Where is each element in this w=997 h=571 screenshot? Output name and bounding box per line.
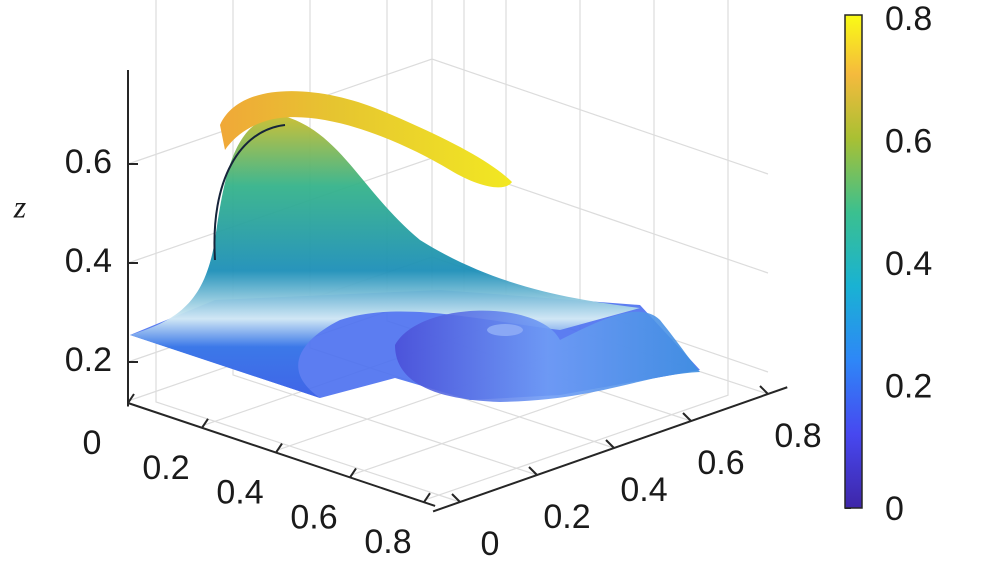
- colorbar-tick-label: 0.2: [885, 367, 932, 405]
- x-tick-label: 0.8: [364, 523, 411, 561]
- colorbar-tick-label: 0: [885, 490, 904, 528]
- y-tick: [451, 493, 461, 503]
- colorbar-tick-label: 0.4: [885, 245, 932, 283]
- x-tick-label: 0.2: [142, 449, 189, 487]
- y-tick-label: 0.2: [543, 498, 590, 536]
- x-tick: [349, 467, 357, 478]
- colorbar-tick-label: 0.6: [885, 122, 932, 160]
- y-tick: [528, 466, 538, 476]
- grid-line: [155, 0, 461, 503]
- surface-tube: [220, 91, 512, 188]
- x-tick: [275, 443, 283, 454]
- surface-ring: [395, 310, 700, 402]
- z-tick-label: 0.4: [65, 242, 112, 280]
- grid-line: [423, 0, 729, 501]
- z-tick-label: 0.2: [65, 341, 112, 379]
- y-tick: [759, 385, 769, 395]
- axes: 0.2 0.4 0.6 0 0.2 0.4 0.6 0.8 0 0.2 0.4 0.6 0.8 0 0.2 0…: [65, 0, 933, 563]
- surface: [130, 91, 700, 402]
- z-axis-label: z: [13, 188, 27, 224]
- x-tick-label: 0.6: [290, 498, 337, 536]
- x-tick: [423, 492, 431, 503]
- y-tick: [682, 412, 692, 422]
- y-tick-label: 0.8: [774, 417, 821, 455]
- surface-curtain: [130, 115, 640, 398]
- x-tick-label: 0: [83, 424, 102, 462]
- y-tick-label: 0.6: [697, 444, 744, 482]
- y-tick-label: 0: [481, 525, 500, 563]
- x-tick-label: 0.4: [216, 474, 263, 512]
- y-tick: [605, 439, 615, 449]
- y-tick-label: 0.4: [620, 471, 667, 509]
- x-tick: [201, 418, 209, 429]
- colorbar: [844, 14, 863, 509]
- x-axis: [127, 402, 436, 507]
- surface-spot: [487, 324, 523, 336]
- surface-edge: [213, 124, 286, 261]
- y-axis: [432, 386, 788, 513]
- z-tick-label: 0.6: [65, 143, 112, 181]
- colorbar-tick-label: 0.8: [885, 0, 932, 38]
- x-tick: [127, 393, 135, 404]
- grid-line: [232, 0, 538, 476]
